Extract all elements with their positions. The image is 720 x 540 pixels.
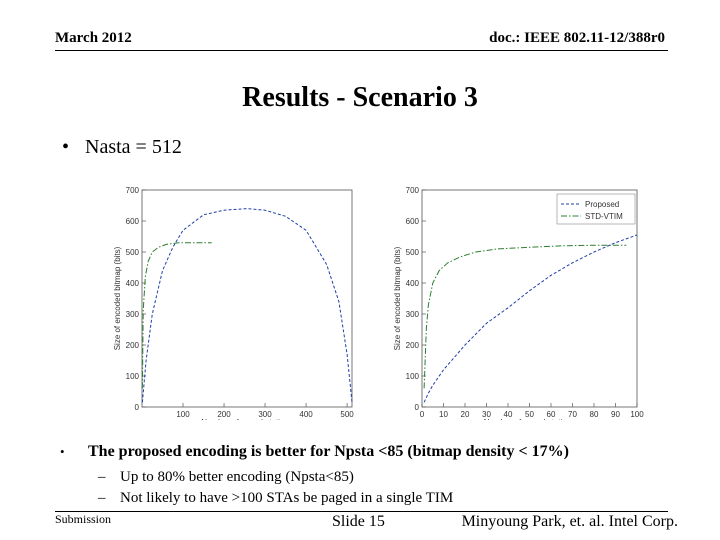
sub-bullet-2-text: Not likely to have >100 STAs be paged in… [120,490,454,506]
y-tick-label: 500 [406,248,420,257]
bullet-conclusion: • The proposed encoding is better for Nps… [60,443,569,461]
x-axis-label: Number of paged stations [484,418,576,420]
series-line-1 [141,208,353,403]
y-tick-label: 600 [406,217,420,226]
x-axis-label: Number of paged stations [201,418,293,420]
x-tick-label: 80 [590,410,599,419]
header-rule [55,50,668,51]
footer-submission: Submission [55,512,112,526]
y-axis-label: Size of encoded bitmap (bits) [113,246,122,350]
x-tick-label: 100 [176,410,190,419]
y-tick-label: 600 [126,217,140,226]
header-doc-id: doc.: IEEE 802.11-12/388r0 [489,30,665,46]
sub-bullet-2: – Not likely to have >100 STAs be paged i… [98,490,453,507]
x-tick-label: 50 [525,410,534,419]
x-tick-label: 10 [439,410,448,419]
y-tick-label: 500 [126,248,140,257]
dash-mark: – [98,490,106,506]
y-tick-label: 700 [406,186,420,195]
y-tick-label: 400 [126,279,140,288]
x-tick-label: 400 [299,410,313,419]
header-date: March 2012 [55,30,132,46]
bullet-conclusion-text: The proposed encoding is better for Npst… [88,443,569,460]
dash-mark: – [98,469,106,485]
sub-bullet-1: – Up to 80% better encoding (Npsta<85) [98,469,354,486]
footer-rule [55,511,668,512]
bullet-dot: • [60,444,65,459]
plot-frame [141,189,353,408]
legend-box [556,193,636,225]
y-tick-label: 100 [406,372,420,381]
x-tick-label: 500 [340,410,354,419]
x-tick-label: 200 [217,410,231,419]
slide-title: Results - Scenario 3 [242,82,478,113]
x-tick-label: 30 [482,410,491,419]
footer-author: Minyoung Park, et. al. Intel Corp. [461,513,678,530]
x-tick-label: 40 [504,410,513,419]
y-tick-label: 300 [406,310,420,319]
y-tick-label: 400 [406,279,420,288]
bullet-nasta: • Nasta = 512 [62,136,182,159]
series-line-2 [423,244,627,389]
x-tick-label: 60 [547,410,556,419]
y-tick-label: 0 [415,403,420,412]
y-tick-label: 700 [126,186,140,195]
y-axis-label: Size of encoded bitmap (bits) [393,246,402,350]
series-line-2 [141,242,212,389]
y-tick-label: 100 [126,372,140,381]
x-tick-label: 90 [611,410,620,419]
x-tick-label: 100 [630,410,644,419]
series-line-1 [423,234,638,403]
bullet-nasta-text: Nasta = 512 [85,136,182,158]
y-tick-label: 0 [135,403,140,412]
legend-label: Proposed [585,200,619,209]
x-tick-label: 70 [568,410,577,419]
x-tick-label: 300 [258,410,272,419]
y-tick-label: 200 [126,341,140,350]
chart-2: 0 100 200 300 400 500 600 700 0 10 20 30 40 50 60 70 80 9… [393,186,644,420]
plot-frame [421,189,638,408]
sub-bullet-1-text: Up to 80% better encoding (Npsta<85) [120,469,354,485]
charts-area: 0100200300400500600700100200300400500Num… [113,186,644,420]
bullet-dot: • [62,136,70,158]
slide-number: Slide 15 [332,513,385,530]
x-tick-label: 20 [461,410,470,419]
x-tick-label: 0 [420,410,425,419]
legend-label: STD-VTIM [585,212,623,221]
y-tick-label: 300 [126,310,140,319]
chart-1: 0 100 200 300 400 500 600 700 100 200 300 400 500 Num… [113,186,354,420]
y-tick-label: 200 [406,341,420,350]
